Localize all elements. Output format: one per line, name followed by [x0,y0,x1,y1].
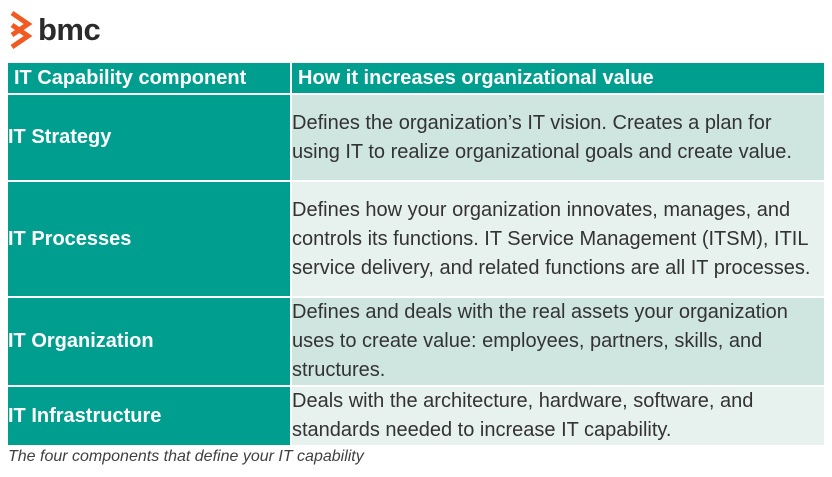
figure-caption: The four components that define your IT … [8,448,364,465]
component-cell: IT Organization [6,296,292,387]
description-cell: Deals with the architecture, hardware, s… [290,385,826,447]
table-row: IT Strategy Defines the organization’s I… [6,93,826,182]
component-cell: IT Infrastructure [6,385,292,447]
description-cell: Defines how your organization innovates,… [290,180,826,298]
component-cell: IT Processes [6,180,292,298]
column-header-value: How it increases organizational value [290,61,826,95]
table-row: IT Infrastructure Deals with the archite… [6,385,826,447]
table-row: IT Processes Defines how your organizati… [6,180,826,298]
bmc-logo: bmc [8,10,101,50]
description-cell: Defines and deals with the real assets y… [290,296,826,387]
capability-table: IT Capability component How it increases… [6,61,826,447]
column-header-component: IT Capability component [6,61,292,95]
table-header-row: IT Capability component How it increases… [6,61,826,95]
bmc-chevron-icon [10,10,33,50]
component-cell: IT Strategy [6,93,292,182]
table-row: IT Organization Defines and deals with t… [6,296,826,387]
description-cell: Defines the organization’s IT vision. Cr… [290,93,826,182]
brand-name: bmc [38,12,101,47]
